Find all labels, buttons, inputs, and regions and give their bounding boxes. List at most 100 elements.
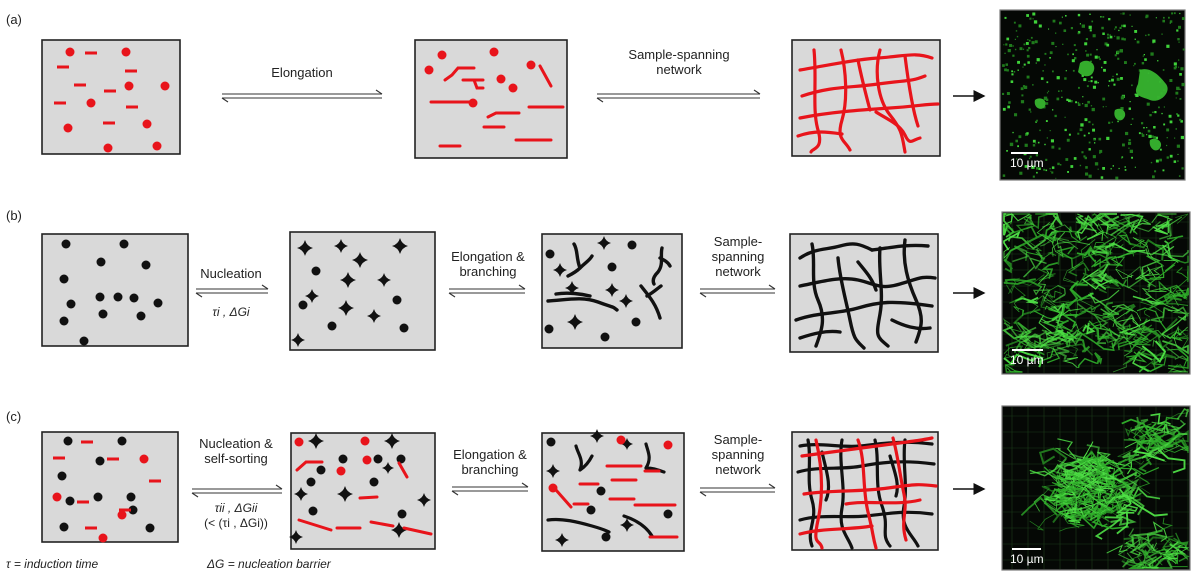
panel-c-state-monomers [41,431,179,543]
speckle [1052,70,1054,73]
fiber-strand [1176,407,1189,420]
speckle [1147,33,1150,36]
fiber-strand [1075,214,1099,227]
speckle [1032,84,1034,86]
nucleus-star-icon [367,309,381,323]
speckle [1083,134,1086,137]
fiber-strand [1113,313,1135,331]
speckle [1035,154,1039,157]
speckle [1152,175,1155,179]
speckle [1048,28,1050,30]
speckle [1082,103,1084,105]
speckle [1070,165,1074,168]
nuclei-stars [553,236,633,330]
fiber-strand [1067,261,1090,277]
speckle [1128,141,1132,145]
fiber-strand [1165,346,1189,362]
fiber-strand [1051,316,1064,340]
speckle [1181,82,1185,87]
speckle [1124,61,1127,64]
speckle [1013,21,1016,24]
speckle [1026,54,1030,58]
speckle [1025,42,1029,45]
arrow-b1-line1: Nucleation [200,266,262,281]
speckle [1168,16,1170,19]
fiber-strand [1037,270,1050,294]
speckle [1040,77,1044,80]
speckle [1122,95,1125,98]
fiber-strand [1134,423,1147,436]
speckle [1065,158,1069,161]
speckle [1006,150,1008,152]
speckle [1091,20,1094,23]
fiber-strand [1062,357,1079,369]
fiber-strand [1122,558,1145,568]
speckle [1036,166,1039,170]
speckle [1077,101,1080,104]
micrograph-c-cluster [1020,407,1190,569]
speckle [1026,14,1029,17]
speckle [1097,56,1100,59]
nucleus-star-icon [377,273,391,287]
arrow-b2-label: Elongation & branching [438,249,538,279]
speckle [1058,147,1061,150]
fiber-strand [1003,345,1024,359]
speckle [1173,160,1177,163]
fiber-strand [1086,229,1105,241]
speckle [1108,80,1111,82]
speckle [1092,128,1095,132]
speckle [1135,93,1139,97]
speckle [1009,142,1014,147]
fiber-strand [1033,310,1065,329]
fiber-strand [1151,542,1177,565]
speckle [1055,177,1057,179]
speckle [1038,24,1042,28]
nucleus-star-icon [294,487,308,501]
speckle [1161,112,1163,115]
fiber-strand [1145,431,1164,451]
speckle [1052,109,1054,111]
speckle [1114,35,1116,37]
speckle [1022,85,1026,88]
fiber-strand [1046,350,1062,359]
fiber-strand [1069,512,1088,528]
speckle [1092,85,1096,89]
panel-a-state-monomers [41,39,181,155]
speckle [1136,40,1140,44]
speckle [1059,164,1062,166]
fiber-strand [1079,450,1100,469]
micrograph-b-scale-label: 10 µm [1010,353,1044,367]
speckle [1064,77,1067,80]
speckle [1077,132,1080,135]
speckle [1161,33,1163,35]
speckle [1180,120,1183,123]
fiber-strand [1003,322,1038,348]
speckle [1008,101,1011,104]
speckle [1129,101,1131,103]
speckle [1158,106,1160,109]
speckle [1154,170,1157,173]
speckle [1145,34,1147,37]
speckle [1042,70,1044,72]
fiber-strand [1057,499,1081,521]
fiber-strand [1013,308,1041,330]
speckle [1063,29,1067,32]
fiber-strand [1004,278,1043,289]
speckle [1056,76,1060,80]
speckle [1079,23,1081,25]
nucleus-star-icon [382,462,394,474]
speckle [1178,66,1180,68]
speckle [1090,80,1093,83]
fiber-strand [1022,333,1042,351]
speckle [1171,12,1174,15]
nucleus-star-icon [289,530,303,544]
speckle [1141,132,1143,135]
to-micrograph-arrows [953,90,986,495]
panel-b-tag: (b) [6,208,22,223]
nuclei-stars [546,429,634,547]
fiber-strand [1168,346,1189,369]
fiber-strand [1044,305,1061,323]
speckle [1089,53,1092,56]
fiber-strand [1109,278,1128,287]
